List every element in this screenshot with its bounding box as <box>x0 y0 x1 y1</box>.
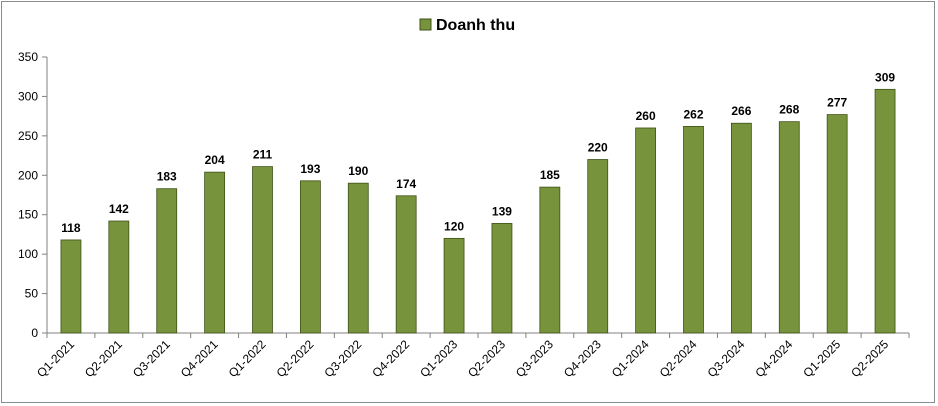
data-label: 193 <box>300 162 320 176</box>
data-label: 190 <box>348 164 368 178</box>
data-labels: 118 142 183 204 211 193 190 174 120 139 185 220 260 2… <box>61 70 895 235</box>
data-label: 120 <box>444 219 464 233</box>
x-tick-label: Q1-2022 <box>226 337 269 380</box>
x-tick-label: Q1-2024 <box>609 337 652 380</box>
x-tick-label: Q4-2022 <box>369 337 412 380</box>
bar <box>108 220 130 334</box>
x-tick-label: Q4-2021 <box>178 337 221 380</box>
data-label: 260 <box>636 109 656 123</box>
legend-swatch <box>419 18 432 31</box>
bar <box>778 121 800 334</box>
bar <box>204 171 226 334</box>
data-label: 309 <box>875 70 895 84</box>
x-tick-label: Q3-2022 <box>321 337 364 380</box>
bar <box>395 195 417 334</box>
y-tick-label: 150 <box>18 208 38 222</box>
data-label: 268 <box>779 103 799 117</box>
x-tick-label: Q3-2021 <box>130 337 173 380</box>
bars <box>60 88 896 334</box>
y-tick-label: 250 <box>18 129 38 143</box>
x-tick-label: Q3-2024 <box>705 337 748 380</box>
bar <box>874 88 896 334</box>
y-tick-label: 100 <box>18 247 38 261</box>
x-tick-label: Q1-2021 <box>34 337 77 380</box>
bar <box>826 114 848 334</box>
bar <box>299 180 321 334</box>
y-tick-label: 200 <box>18 168 38 182</box>
x-tick-label: Q4-2023 <box>561 337 604 380</box>
bar <box>683 125 704 334</box>
x-tick-label: Q2-2024 <box>657 337 700 380</box>
x-tick-label: Q1-2023 <box>417 337 460 380</box>
y-tick-label: 50 <box>25 287 39 301</box>
data-label: 183 <box>157 170 177 184</box>
x-tick-label: Q4-2024 <box>752 337 795 380</box>
y-axis-ticks: 0 50 100 150 200 250 300 350 <box>18 50 47 340</box>
x-tick-label: Q2-2021 <box>82 337 125 380</box>
x-axis-ticks: Q1-2021 Q2-2021 Q3-2021 Q4-2021 Q1-2022 Q2-20… <box>34 333 910 380</box>
data-label: 142 <box>109 202 129 216</box>
y-tick-label: 350 <box>18 50 38 64</box>
bar <box>443 237 465 334</box>
x-tick-label: Q1-2025 <box>800 337 843 380</box>
x-tick-label: Q2-2025 <box>848 337 891 380</box>
data-label: 118 <box>61 221 81 235</box>
data-label: 211 <box>253 148 273 162</box>
data-label: 262 <box>683 107 703 121</box>
data-label: 185 <box>540 168 560 182</box>
data-label: 277 <box>827 96 847 110</box>
y-tick-label: 300 <box>18 89 38 103</box>
legend: Doanh thu <box>419 17 515 34</box>
data-label: 139 <box>492 204 512 218</box>
bar <box>491 222 513 334</box>
bar <box>252 166 273 334</box>
bar <box>347 182 369 334</box>
x-tick-label: Q2-2022 <box>274 337 317 380</box>
legend-label: Doanh thu <box>436 17 515 34</box>
bar <box>730 122 752 334</box>
bar <box>60 239 82 334</box>
x-tick-label: Q2-2023 <box>465 337 508 380</box>
bar <box>635 127 657 334</box>
data-label: 174 <box>396 177 416 191</box>
data-label: 266 <box>731 104 751 118</box>
data-label: 204 <box>205 153 225 167</box>
data-label: 220 <box>588 141 608 155</box>
y-tick-label: 0 <box>31 326 38 340</box>
bar <box>156 188 178 334</box>
x-tick-label: Q3-2023 <box>513 337 556 380</box>
bar <box>587 159 609 334</box>
bar <box>539 186 561 334</box>
